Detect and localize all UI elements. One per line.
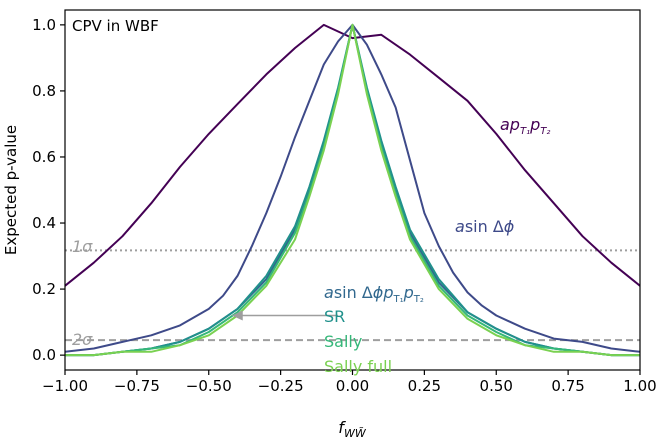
series-line-4: [65, 23, 640, 357]
ref-label-1sigma: 1σ: [72, 237, 93, 256]
ref-label-2sigma: 2σ: [72, 330, 93, 349]
series-line-1: [65, 23, 640, 353]
chart-title: CPV in WBF: [72, 17, 159, 35]
y-axis-title: Expected p-value: [2, 125, 20, 255]
x-tick-label: −1.00: [42, 377, 88, 395]
series-line-5: [65, 23, 640, 357]
axis-ticks: −1.00 −0.75 −0.50 −0.25 0.00 0.25 0.50 0.75 1.00…: [32, 16, 657, 395]
series-label-sally-full: Sally full: [324, 357, 392, 376]
x-tick-label: 0.25: [408, 377, 441, 395]
x-tick-label: −0.25: [258, 377, 304, 395]
series-label-sr: SR: [324, 307, 345, 326]
y-tick-label: 1.0: [32, 16, 56, 34]
plot-frame: [64, 9, 641, 371]
series-line-3: [65, 23, 640, 357]
annotations: [231, 310, 339, 321]
y-tick-label: 0.6: [32, 148, 56, 166]
series-line-0: [65, 23, 640, 287]
arrow-head: [231, 310, 243, 321]
series-label-sally: Sally: [324, 332, 362, 351]
x-tick-label: 1.00: [623, 377, 656, 395]
series-label-asin-pt: asin ΔϕpT₁pT₂: [324, 283, 424, 305]
series-label-asin: asin Δϕ: [455, 217, 515, 236]
y-tick-label: 0.2: [32, 280, 56, 298]
y-tick-label: 0.4: [32, 214, 56, 232]
x-tick-label: −0.75: [114, 377, 160, 395]
series-line-2: [65, 23, 640, 357]
y-tick-label: 0.8: [32, 82, 56, 100]
x-tick-label: 0.50: [480, 377, 513, 395]
y-tick-label: 0.0: [32, 346, 56, 364]
series-lines: [65, 23, 640, 357]
x-tick-label: 0.00: [336, 377, 369, 395]
x-tick-label: −0.50: [186, 377, 232, 395]
reference-lines: [65, 249, 640, 342]
x-tick-label: 0.75: [551, 377, 584, 395]
series-label-apt: apT₁pT₂: [500, 115, 550, 137]
x-axis-title: fWW̃: [338, 418, 367, 440]
